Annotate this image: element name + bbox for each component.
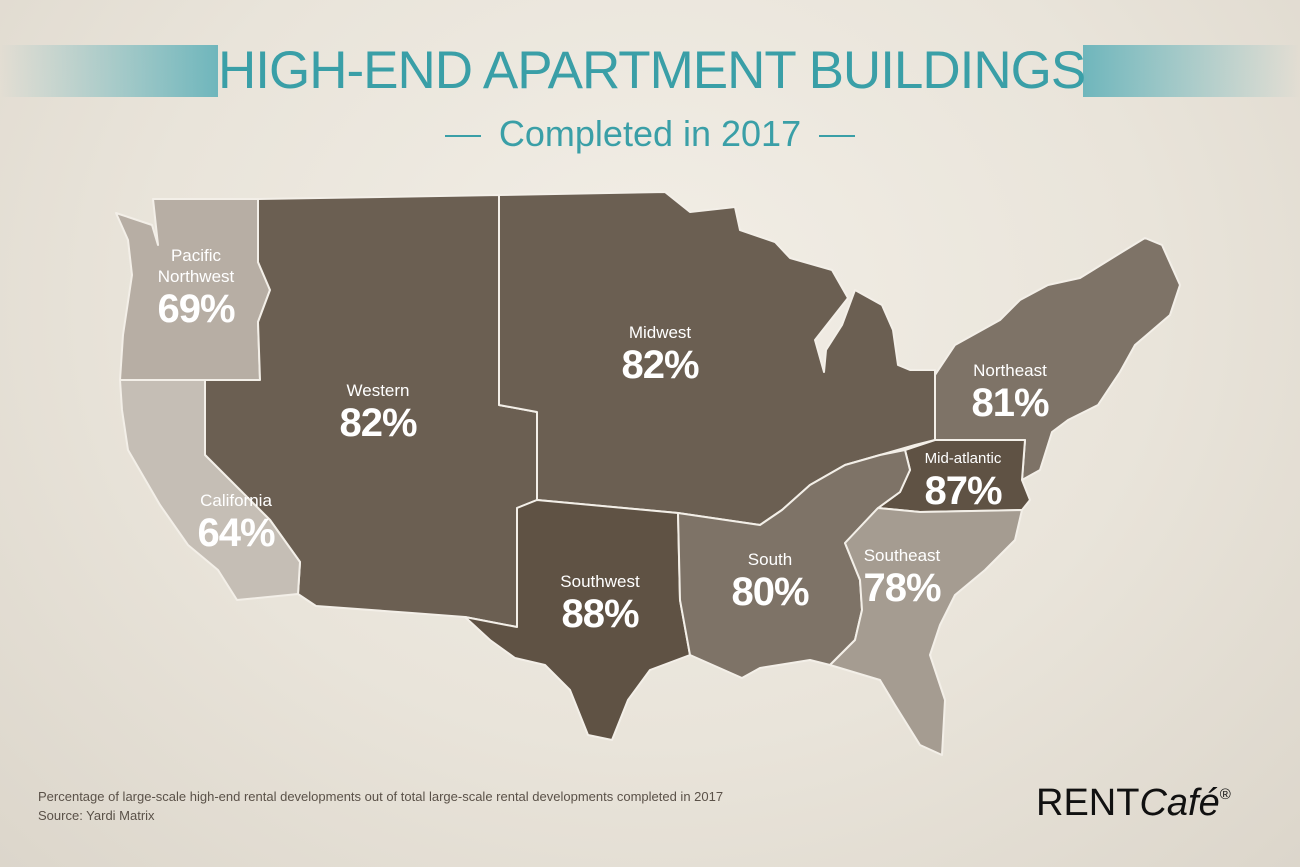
region-percent: 81% <box>971 381 1049 425</box>
page-title: HIGH-END APARTMENT BUILDINGS <box>218 41 1086 100</box>
label-midwest: Midwest 82% <box>621 322 699 387</box>
logo-cafe: Café <box>1139 782 1220 824</box>
logo-rent: RENT <box>1036 782 1140 824</box>
region-percent: 80% <box>731 570 809 614</box>
subtitle-row: Completed in 2017 <box>0 112 1300 156</box>
label-south: South 80% <box>731 549 809 614</box>
registered-mark: ® <box>1219 786 1231 803</box>
region-percent: 69% <box>157 287 235 331</box>
source-text: Source: Yardi Matrix <box>38 808 155 823</box>
region-percent: 78% <box>863 566 941 610</box>
region-name: Northeast <box>973 361 1047 380</box>
region-northeast[interactable] <box>934 237 1181 481</box>
region-name: Midwest <box>628 323 692 342</box>
title-band-right <box>1083 45 1300 97</box>
region-name: Western <box>346 381 410 400</box>
label-western: Western 82% <box>339 380 417 445</box>
label-southwest: Southwest 88% <box>560 571 639 636</box>
region-california[interactable] <box>119 379 301 601</box>
footnote-text: Percentage of large-scale high-end renta… <box>38 789 724 804</box>
region-percent: 82% <box>339 401 417 445</box>
label-california: California 64% <box>197 490 275 555</box>
label-mid-atlantic: Mid-atlantic 87% <box>924 448 1002 513</box>
region-name: South <box>747 550 793 569</box>
label-northeast: Northeast 81% <box>971 360 1049 425</box>
region-name: Mid-atlantic <box>924 450 1002 467</box>
region-percent: 87% <box>924 469 1002 513</box>
rentcafe-logo: RENTCafé® <box>1036 782 1231 825</box>
title-band-left <box>0 45 218 97</box>
label-southeast: Southeast 78% <box>863 545 941 610</box>
region-name: California <box>200 491 272 510</box>
region-name: Southeast <box>863 546 941 565</box>
region-name: Southwest <box>560 572 640 591</box>
region-southeast[interactable] <box>829 507 1023 756</box>
region-name: Pacific Northwest <box>157 246 235 286</box>
page-subtitle: Completed in 2017 <box>498 113 802 154</box>
subtitle-dash-right <box>819 135 856 138</box>
region-percent: 64% <box>197 511 275 555</box>
subtitle-dash-left <box>444 135 481 138</box>
region-percent: 88% <box>561 592 639 636</box>
region-percent: 82% <box>621 343 699 387</box>
footnote: Percentage of large-scale high-end renta… <box>38 787 723 825</box>
label-pacific-northwest: Pacific Northwest 69% <box>157 245 235 331</box>
